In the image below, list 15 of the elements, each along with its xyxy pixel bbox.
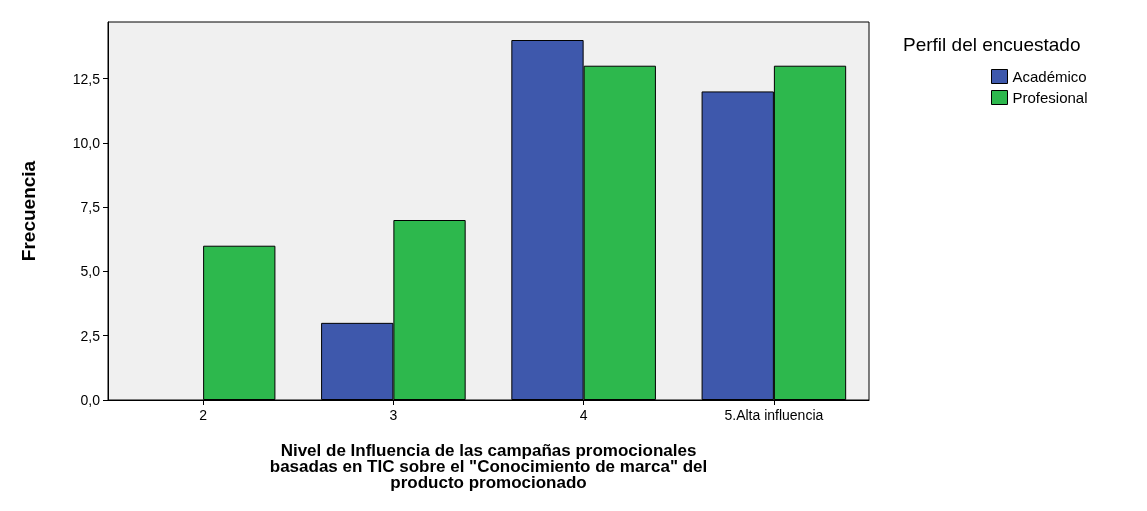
y-tick-label: 2,5 <box>80 327 101 344</box>
x-axis-title: Nivel de Influencia de las campañas promocionales basadas en TIC sobre el "Conocimiento de marca" del producto promocionado <box>269 440 708 492</box>
y-tick-label: 7,5 <box>80 199 101 216</box>
legend-title: Perfil del encuestado <box>903 34 1081 55</box>
y-tick-label: 0,0 <box>80 392 101 408</box>
y-tick-label: 5,0 <box>80 263 101 280</box>
y-tick-label: 12,5 <box>72 70 101 87</box>
x-tick-label: 5.Alta influencia <box>724 407 824 423</box>
y-tick-label: 10,0 <box>72 134 101 151</box>
x-tick-label: 3 <box>389 407 398 423</box>
y-axis-title: Frecuencia <box>18 160 39 262</box>
legend-label: Profesional <box>1012 89 1088 106</box>
x-tick-label: 4 <box>579 407 588 423</box>
legend-label: Académico <box>1012 68 1087 85</box>
x-tick-label: 2 <box>199 407 208 423</box>
